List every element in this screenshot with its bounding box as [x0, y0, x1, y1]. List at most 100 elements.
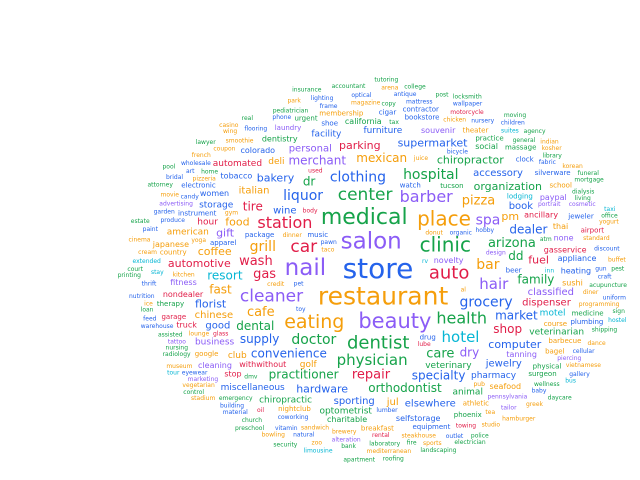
cloud-word: mediterranean — [367, 448, 412, 455]
cloud-word: lube — [418, 341, 431, 348]
cloud-word: wholesale — [181, 160, 211, 167]
cloud-word: portrait — [538, 201, 561, 208]
cloud-word: membership — [319, 110, 364, 118]
cloud-word: beauty — [358, 309, 431, 333]
cloud-word: store — [343, 252, 414, 285]
cloud-word: optometrist — [319, 407, 372, 417]
cloud-word: hotel — [442, 328, 480, 346]
cloud-word: stadium — [191, 395, 215, 402]
cloud-word: sushi — [562, 278, 583, 287]
cloud-word: pharmacy — [471, 371, 517, 381]
cloud-word: nightclub — [278, 405, 311, 413]
cloud-word: dr — [303, 175, 316, 189]
cloud-word: restaurant — [318, 282, 449, 311]
cloud-word: bagel — [545, 348, 564, 356]
cloud-word: cinema — [129, 237, 151, 244]
cloud-word: printing — [118, 272, 142, 279]
cloud-word: nursing — [166, 345, 189, 352]
cloud-word: gasservice — [544, 245, 587, 254]
cloud-word: club — [228, 351, 247, 361]
cloud-word: personal — [289, 143, 332, 154]
cloud-word: wing — [223, 128, 237, 135]
cloud-word: mexican — [356, 151, 407, 165]
cloud-word: apartment — [343, 456, 375, 463]
cloud-word: grocery — [459, 295, 512, 311]
cloud-word: pool — [162, 164, 175, 171]
cloud-word: steakhouse — [401, 433, 436, 440]
cloud-word: general — [513, 137, 536, 144]
cloud-word: spa — [476, 212, 501, 228]
cloud-word: programming — [579, 301, 620, 308]
cloud-word: hour — [197, 218, 218, 228]
cloud-word: practice — [475, 135, 503, 143]
cloud-word: hobby — [475, 227, 494, 234]
cloud-word: cellular — [573, 348, 595, 355]
cloud-word: building — [220, 403, 244, 410]
cloud-word: tea — [485, 409, 495, 416]
cloud-word: cleaning — [198, 361, 232, 370]
cloud-word: pet — [294, 281, 305, 288]
cloud-word: convenience — [251, 347, 327, 361]
cloud-word: park — [287, 98, 301, 105]
cloud-word: chicken — [443, 116, 466, 123]
cloud-word: dd — [508, 249, 523, 263]
cloud-word: beer — [506, 267, 522, 275]
cloud-word: design — [486, 249, 506, 256]
cloud-word: electrician — [454, 439, 485, 446]
cloud-word: nondealer — [163, 290, 204, 299]
cloud-word: wellness — [534, 381, 560, 388]
cloud-word: donut — [425, 229, 443, 236]
cloud-word: taxi — [604, 206, 616, 213]
cloud-word: dmv — [244, 373, 258, 380]
cloud-word: warehouse — [141, 323, 174, 330]
cloud-word: miscellaneous — [221, 383, 285, 393]
cloud-word: automotive — [168, 257, 231, 270]
cloud-word: hostel — [608, 317, 627, 324]
cloud-word: truck — [176, 320, 197, 329]
cloud-word: children — [501, 120, 525, 127]
cloud-word: tanning — [506, 350, 537, 359]
cloud-word: sporting — [334, 396, 375, 407]
cloud-word: silverware — [535, 169, 571, 177]
cloud-word: magazine — [351, 100, 381, 107]
cloud-word: place — [417, 206, 471, 230]
cloud-word: oil — [257, 407, 264, 414]
cloud-word: veterinarian — [529, 328, 584, 338]
cloud-word: optical — [351, 92, 371, 99]
cloud-word: facility — [311, 129, 342, 139]
cloud-word: nutrition — [129, 293, 155, 300]
cloud-word: storage — [199, 201, 234, 211]
cloud-word: eyewear — [182, 370, 208, 377]
cloud-word: equipment — [412, 423, 450, 431]
cloud-word: clinic — [420, 233, 471, 257]
cloud-word: gym — [225, 210, 238, 217]
cloud-word: uniform — [603, 295, 626, 302]
cloud-word: fuel — [528, 254, 549, 267]
cloud-word: korean — [562, 163, 583, 170]
cloud-word: outlet — [446, 433, 464, 440]
cloud-word: instrument — [178, 210, 217, 218]
cloud-word: dentistry — [262, 134, 298, 143]
cloud-word: moving — [504, 112, 527, 119]
cloud-word: buffet — [608, 256, 626, 263]
cloud-word: cream — [138, 249, 157, 256]
cloud-word: tobacco — [221, 172, 253, 181]
cloud-word: repair — [352, 367, 391, 382]
cloud-word: lounge — [189, 330, 210, 337]
cloud-word: gallery — [569, 371, 590, 378]
cloud-word: google — [195, 350, 219, 358]
cloud-word: urgent — [294, 115, 317, 123]
cloud-word: hamburger — [502, 415, 536, 422]
cloud-word: loan — [141, 307, 154, 314]
cloud-word: court — [127, 266, 143, 273]
cloud-word: advertising — [159, 200, 193, 207]
cloud-word: pawn — [321, 239, 337, 246]
cloud-word: pest — [611, 266, 625, 273]
cloud-word: mattress — [406, 99, 433, 106]
cloud-word: rental — [372, 432, 390, 439]
cloud-word: health — [436, 309, 487, 328]
cloud-word: shoe — [321, 119, 338, 127]
cloud-word: locksmith — [453, 93, 482, 100]
cloud-word: tattoo — [168, 339, 186, 346]
cloud-word: pediatrician — [273, 108, 309, 115]
